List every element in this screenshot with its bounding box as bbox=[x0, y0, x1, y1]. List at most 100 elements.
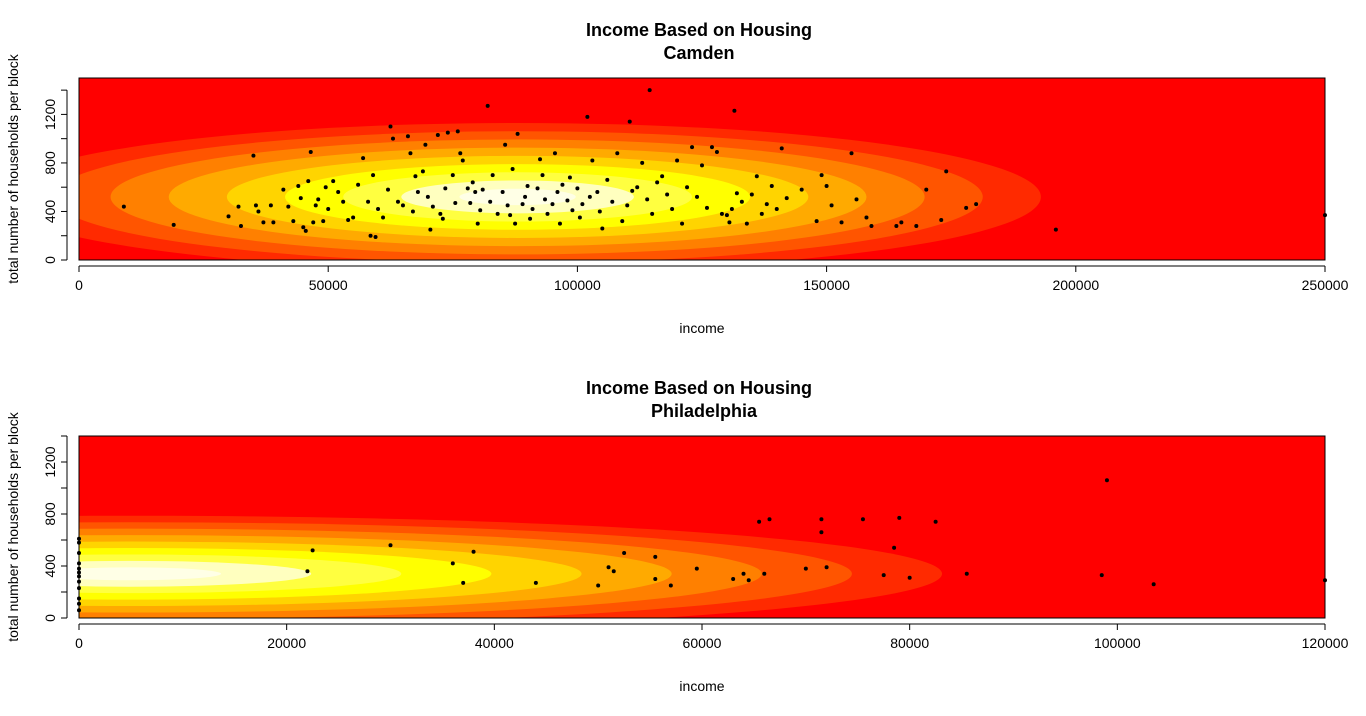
data-point bbox=[543, 197, 548, 202]
data-point bbox=[381, 215, 386, 220]
data-point bbox=[860, 517, 865, 522]
data-point bbox=[400, 203, 405, 208]
data-point bbox=[933, 519, 938, 524]
y-axis-label: total number of households per block bbox=[5, 53, 21, 284]
data-point bbox=[508, 213, 513, 218]
data-point bbox=[308, 150, 313, 155]
data-point bbox=[368, 233, 373, 238]
data-point bbox=[478, 208, 483, 213]
data-point bbox=[468, 200, 473, 205]
data-point bbox=[420, 169, 425, 174]
data-point bbox=[390, 136, 395, 141]
data-point bbox=[660, 174, 665, 179]
chart-title: Income Based on Housing bbox=[586, 378, 812, 398]
data-point bbox=[251, 153, 256, 158]
plot-frame bbox=[78, 77, 1326, 261]
y-tick-label: 800 bbox=[42, 151, 58, 175]
x-tick-label: 100000 bbox=[1094, 635, 1141, 651]
data-point bbox=[727, 220, 732, 225]
data-point bbox=[894, 224, 899, 229]
data-point bbox=[622, 551, 627, 555]
plot-frame bbox=[78, 435, 1326, 619]
data-point bbox=[538, 157, 543, 162]
x-tick-label: 100000 bbox=[554, 277, 601, 293]
data-point bbox=[819, 173, 824, 178]
data-point bbox=[555, 190, 560, 195]
scatter-points bbox=[121, 88, 1327, 239]
data-point bbox=[388, 543, 393, 548]
x-tick-label: 20000 bbox=[267, 635, 306, 651]
data-point bbox=[351, 215, 356, 220]
data-point bbox=[694, 566, 699, 571]
data-point bbox=[924, 187, 929, 192]
data-point bbox=[939, 217, 944, 222]
data-point bbox=[465, 186, 470, 191]
data-point bbox=[545, 211, 550, 216]
data-point bbox=[914, 224, 919, 229]
data-point bbox=[881, 573, 886, 578]
data-point bbox=[680, 221, 685, 226]
data-point bbox=[741, 571, 746, 576]
data-point bbox=[814, 219, 819, 224]
data-point bbox=[326, 207, 331, 212]
data-point bbox=[388, 124, 393, 129]
data-point bbox=[964, 205, 969, 210]
data-point bbox=[819, 517, 824, 522]
data-point bbox=[408, 151, 413, 156]
x-axis-label: income bbox=[679, 678, 724, 694]
data-point bbox=[301, 225, 306, 230]
data-point bbox=[839, 220, 844, 225]
y-tick-label: 1200 bbox=[42, 446, 58, 477]
x-axis: 0 50000 100000 150000 200000 250000 bbox=[75, 265, 1349, 293]
data-point bbox=[346, 217, 351, 222]
data-point bbox=[256, 209, 261, 214]
data-point bbox=[570, 208, 575, 213]
data-point bbox=[585, 114, 590, 119]
y-axis: 0 400 800 1200 bbox=[42, 89, 68, 264]
x-tick-label: 0 bbox=[75, 635, 83, 651]
data-point bbox=[443, 186, 448, 191]
data-point bbox=[606, 565, 611, 570]
data-point bbox=[471, 549, 476, 554]
density-level bbox=[79, 567, 222, 581]
y-tick-label: 400 bbox=[42, 200, 58, 224]
data-point bbox=[535, 186, 540, 191]
data-point bbox=[625, 203, 630, 208]
data-point bbox=[685, 185, 690, 190]
data-point bbox=[944, 169, 949, 174]
data-point bbox=[475, 221, 480, 226]
data-point bbox=[757, 519, 762, 524]
data-point bbox=[784, 196, 789, 201]
chart-title: Income Based on Housing bbox=[586, 20, 812, 40]
data-point bbox=[764, 202, 769, 207]
data-point bbox=[587, 194, 592, 199]
y-tick-label: 1200 bbox=[42, 99, 58, 130]
data-point bbox=[323, 185, 328, 190]
data-point bbox=[458, 151, 463, 156]
y-tick-label: 0 bbox=[42, 256, 58, 264]
y-tick-label: 0 bbox=[42, 614, 58, 622]
data-point bbox=[819, 530, 824, 535]
data-point bbox=[665, 192, 670, 197]
data-point bbox=[291, 219, 296, 224]
data-point bbox=[560, 182, 565, 187]
data-point bbox=[653, 577, 658, 581]
data-point bbox=[306, 179, 311, 184]
data-point bbox=[238, 224, 243, 229]
data-point bbox=[630, 188, 635, 193]
x-tick-label: 150000 bbox=[803, 277, 850, 293]
data-point bbox=[869, 224, 874, 229]
data-point bbox=[892, 545, 897, 550]
data-point bbox=[371, 173, 376, 178]
data-point bbox=[732, 108, 737, 113]
data-point bbox=[336, 190, 341, 195]
data-point bbox=[1053, 227, 1058, 232]
data-point bbox=[321, 219, 326, 224]
data-point bbox=[460, 158, 465, 163]
data-point bbox=[236, 204, 241, 209]
data-point bbox=[121, 204, 126, 209]
data-point bbox=[395, 199, 400, 204]
data-point bbox=[413, 174, 418, 179]
x-axis-label: income bbox=[679, 320, 724, 336]
